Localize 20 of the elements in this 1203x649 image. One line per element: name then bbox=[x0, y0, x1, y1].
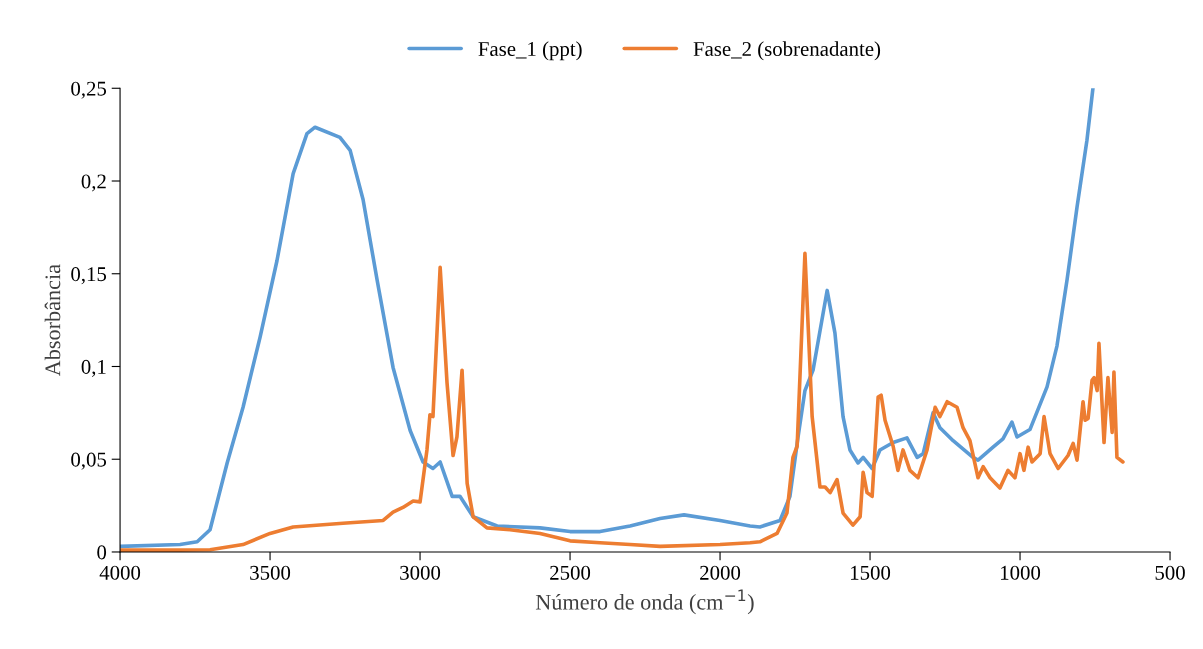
x-tick-label: 1000 bbox=[1001, 565, 1041, 580]
x-axis-title: Número de onda (cm$^{−1}$) bbox=[535, 589, 754, 615]
y-tick-label: 0,25 bbox=[71, 81, 107, 99]
y-tick-label: 0,15 bbox=[71, 267, 107, 285]
x-tick-label: 500 bbox=[1155, 565, 1185, 580]
y-tick-label: 0 bbox=[97, 545, 107, 560]
y-tick-label: 0,2 bbox=[81, 174, 106, 192]
legend-label: Fase_1 (ppt) bbox=[478, 41, 582, 61]
x-tick-label: 2500 bbox=[550, 565, 591, 580]
y-axis-title: Absorbância bbox=[44, 264, 61, 377]
x-tick-label: 1500 bbox=[851, 565, 891, 580]
x-tick-label: 3500 bbox=[250, 565, 291, 580]
line-series bbox=[120, 251, 1125, 552]
y-tick-label: 0,05 bbox=[71, 452, 107, 470]
x-tick-label: 3000 bbox=[400, 565, 441, 580]
line-series bbox=[120, 88, 1095, 549]
x-tick-label: 2000 bbox=[700, 565, 741, 580]
x-tick-label: 4000 bbox=[99, 565, 141, 580]
y-tick-label: 0,1 bbox=[81, 359, 106, 377]
legend-label: Fase_2 (sobrenadante) bbox=[693, 41, 881, 61]
